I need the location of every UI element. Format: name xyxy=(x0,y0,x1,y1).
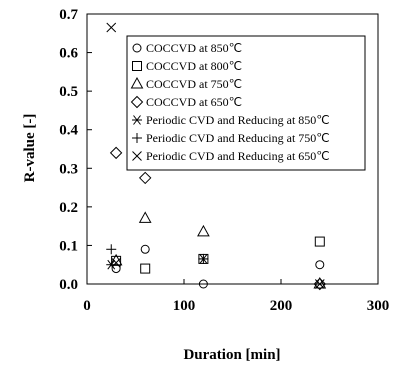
legend-marker-plus xyxy=(132,133,142,143)
data-point-diamond xyxy=(313,277,327,291)
data-point-triangle xyxy=(313,276,327,289)
data-point-cross xyxy=(106,22,117,33)
x-tick-label: 300 xyxy=(367,298,390,314)
y-tick-label: 0.1 xyxy=(59,238,78,254)
data-point-plus xyxy=(198,253,209,264)
legend-label: COCCVD at 650℃ xyxy=(146,95,242,109)
legend-marker-cross xyxy=(132,151,142,161)
legend-marker-circle xyxy=(132,43,142,53)
data-point-square xyxy=(314,236,325,247)
y-tick-label: 0.0 xyxy=(59,277,78,293)
legend-marker-square xyxy=(132,61,142,71)
x-tick-label: 100 xyxy=(173,298,196,314)
data-points xyxy=(106,22,327,291)
y-tick-label: 0.5 xyxy=(59,84,78,100)
y-tick-label: 0.4 xyxy=(59,123,78,139)
legend-box xyxy=(126,35,366,171)
data-point-cross xyxy=(111,257,121,268)
y-tick-label: 0.2 xyxy=(59,200,78,216)
legend-marker-asterisk xyxy=(132,115,142,125)
data-point-cross xyxy=(314,279,325,289)
data-point-triangle xyxy=(138,211,152,223)
x-axis-ticks: 0 100 200 300 xyxy=(83,279,389,314)
legend-label: COCCVD at 750℃ xyxy=(146,77,242,91)
y-axis-ticks: 0.0 0.1 0.2 0.3 0.4 0.5 0.6 0.7 xyxy=(59,7,92,293)
legend-label: Periodic CVD and Reducing at 650℃ xyxy=(146,149,330,163)
legend-label: COCCVD at 800℃ xyxy=(146,59,242,73)
legend-label: COCCVD at 850℃ xyxy=(146,41,242,55)
data-point-plus xyxy=(106,244,117,255)
y-tick-label: 0.6 xyxy=(59,46,78,62)
legend: COCCVD at 850℃ COCCVD at 800℃ COCCVD at 75… xyxy=(126,35,366,171)
data-point-diamond xyxy=(138,171,152,185)
data-point-circle xyxy=(198,279,208,289)
y-axis-title: R-value [-] xyxy=(22,114,38,183)
x-tick-label: 200 xyxy=(270,298,293,314)
legend-marker-diamond xyxy=(130,95,144,109)
data-point-square xyxy=(140,263,151,274)
y-tick-label: 0.7 xyxy=(59,7,78,23)
plot-area xyxy=(86,13,379,285)
x-axis-title: Duration [min] xyxy=(183,347,280,363)
x-tick-label: 0 xyxy=(83,298,91,314)
legend-label: Periodic CVD and Reducing at 850℃ xyxy=(146,113,330,127)
legend-marker-triangle xyxy=(130,76,144,89)
data-point-circle xyxy=(140,244,150,254)
data-point-diamond xyxy=(109,146,123,160)
y-tick-label: 0.3 xyxy=(59,161,78,177)
data-point-triangle xyxy=(197,224,210,237)
data-point-circle xyxy=(315,260,325,270)
legend-label: Periodic CVD and Reducing at 750℃ xyxy=(146,131,330,145)
